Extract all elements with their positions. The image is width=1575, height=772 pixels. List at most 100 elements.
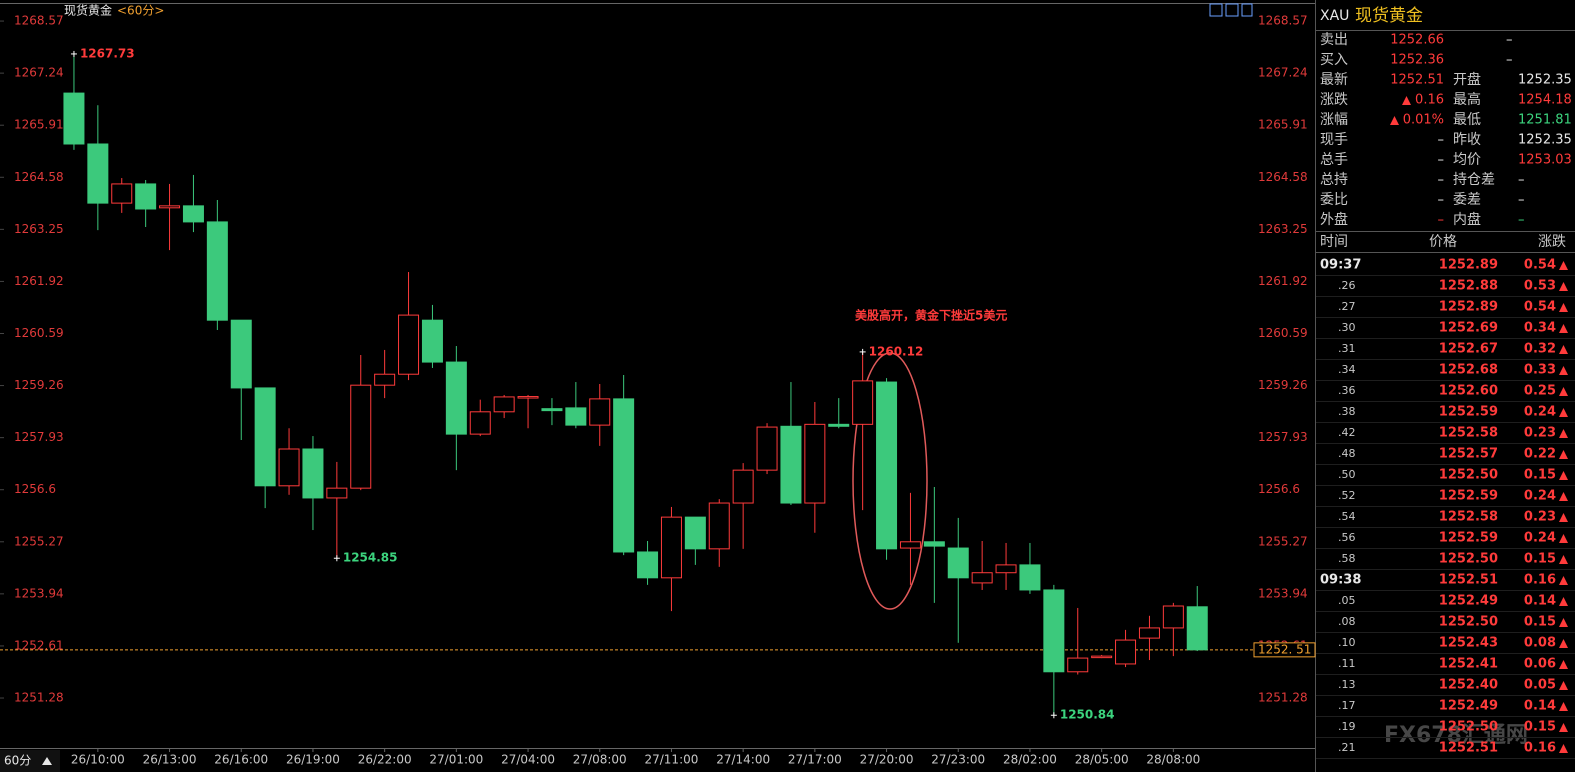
y-tick-label: 1251.28 <box>14 691 64 705</box>
candle-body <box>660 516 682 579</box>
candle-body <box>541 408 563 412</box>
quote-value: – <box>1518 213 1525 228</box>
x-tick-label: 27/01:00 <box>429 753 483 767</box>
up-arrow <box>1559 618 1568 627</box>
quote-label: 昨收 <box>1453 132 1481 148</box>
y-tick-label: 1260.59 <box>14 326 64 340</box>
candle-body <box>732 469 754 504</box>
tick-price: 1252.49 <box>1439 699 1498 714</box>
candle-body <box>1138 627 1160 639</box>
quote-value: 1252.66 <box>1390 33 1444 48</box>
candle-body <box>923 541 945 547</box>
period-switch[interactable] <box>0 750 60 772</box>
up-arrow <box>1559 513 1568 522</box>
quote-value: 1251.81 <box>1518 113 1572 128</box>
x-tick-label: 27/14:00 <box>716 753 770 767</box>
tick-change: 0.33 <box>1524 363 1556 378</box>
tick-change: 0.25 <box>1524 384 1556 399</box>
quote-value: – <box>1438 153 1445 168</box>
quote-label: 开盘 <box>1453 71 1481 88</box>
period-label: <60分> <box>117 4 164 18</box>
up-arrow <box>1559 555 1568 564</box>
candle-body <box>1162 605 1184 629</box>
y-tick-label-right: 1261.92 <box>1258 274 1308 288</box>
x-tick-label: 27/17:00 <box>788 753 842 767</box>
chart: 现货黄金 <60分> 60分 美股高开，黄金下挫近5美元 1251.28 1251… <box>0 0 1316 772</box>
chart-title: 现货黄金 <box>64 3 112 18</box>
x-tick-label: 27/23:00 <box>931 753 985 767</box>
y-tick-label: 1261.92 <box>14 274 64 288</box>
y-tick-label: 1257.93 <box>14 430 64 444</box>
up-arrow <box>1559 534 1568 543</box>
candle-body <box>1019 564 1041 591</box>
tick-change: 0.32 <box>1524 342 1556 357</box>
tick-time: 09:37 <box>1320 258 1361 273</box>
tick-price: 1252.60 <box>1439 384 1498 399</box>
tick-time: .10 <box>1338 636 1356 649</box>
candle-body <box>206 221 228 321</box>
point-label: 1254.85 <box>343 551 398 565</box>
up-arrow <box>1559 702 1568 711</box>
x-tick-label: 28/08:00 <box>1146 753 1200 767</box>
candle-body <box>995 564 1017 574</box>
candle-body <box>278 448 300 487</box>
quote-label: 最高 <box>1453 91 1481 108</box>
candle-body <box>804 423 826 504</box>
period-switch-label[interactable]: 60分 <box>4 754 31 768</box>
candle-body <box>684 516 706 550</box>
tick-price: 1252.59 <box>1439 531 1498 546</box>
toolbar-button[interactable] <box>1241 3 1253 17</box>
candle-body <box>326 487 348 499</box>
candle-body <box>899 541 921 549</box>
candle-body <box>1091 655 1113 659</box>
toolbar-button[interactable] <box>1225 3 1239 17</box>
tick-price: 1252.50 <box>1439 615 1498 630</box>
tick-time: .42 <box>1338 426 1356 439</box>
tick-price: 1252.51 <box>1439 741 1498 756</box>
point-label: 1260.12 <box>869 344 924 358</box>
quote-panel: XAU 现货黄金 时间 价格 涨跌 FX678汇通网 卖出 1252.66 买入 12… <box>1316 6 1575 759</box>
toolbar[interactable] <box>1209 3 1253 17</box>
quote-value: – <box>1506 33 1513 48</box>
quote-label: 均价 <box>1453 152 1481 168</box>
quote-value: – <box>1518 193 1525 208</box>
tick-change: 0.16 <box>1524 573 1556 588</box>
last-price-box <box>1253 642 1316 658</box>
quote-label: 委差 <box>1453 192 1481 208</box>
tick-price: 1252.68 <box>1439 363 1498 378</box>
tick-price: 1252.49 <box>1439 594 1498 609</box>
candle-body <box>135 183 157 210</box>
quote-value: – <box>1438 213 1445 228</box>
y-tick-label-right: 1260.59 <box>1258 326 1308 340</box>
quote-value: 1253.03 <box>1518 153 1572 168</box>
y-tick-label: 1264.58 <box>14 170 64 184</box>
up-arrow <box>1559 492 1568 501</box>
quote-value: 0.16 <box>1415 93 1444 108</box>
quote-label: 总持 <box>1320 172 1348 188</box>
candle-body <box>852 380 874 425</box>
period-switch-arrow[interactable] <box>42 757 52 765</box>
tick-time: .19 <box>1338 720 1356 733</box>
x-tick-label: 26/13:00 <box>143 753 197 767</box>
quote-value: – <box>1438 173 1445 188</box>
ticks-header: 价格 <box>1429 234 1457 250</box>
x-tick-label: 27/20:00 <box>860 753 914 767</box>
toolbar-button[interactable] <box>1209 3 1223 17</box>
quote-label: 涨跌 <box>1320 92 1348 108</box>
up-arrow <box>1559 345 1568 354</box>
tick-price: 1252.57 <box>1439 447 1498 462</box>
quote-value: – <box>1518 173 1525 188</box>
quote-label: 总手 <box>1320 152 1348 168</box>
candle-body <box>350 384 372 489</box>
up-arrow <box>1559 408 1568 417</box>
quote-label: 内盘 <box>1453 211 1481 228</box>
candle-body <box>254 387 276 487</box>
tick-time: .21 <box>1338 741 1356 754</box>
point-label: 1250.84 <box>1060 708 1115 722</box>
tick-time: .30 <box>1338 321 1356 334</box>
y-tick-label-right: 1265.91 <box>1258 118 1308 132</box>
candle-body <box>756 426 778 471</box>
candle-body <box>159 205 181 209</box>
up-arrow <box>1559 471 1568 480</box>
x-tick-label: 27/08:00 <box>573 753 627 767</box>
